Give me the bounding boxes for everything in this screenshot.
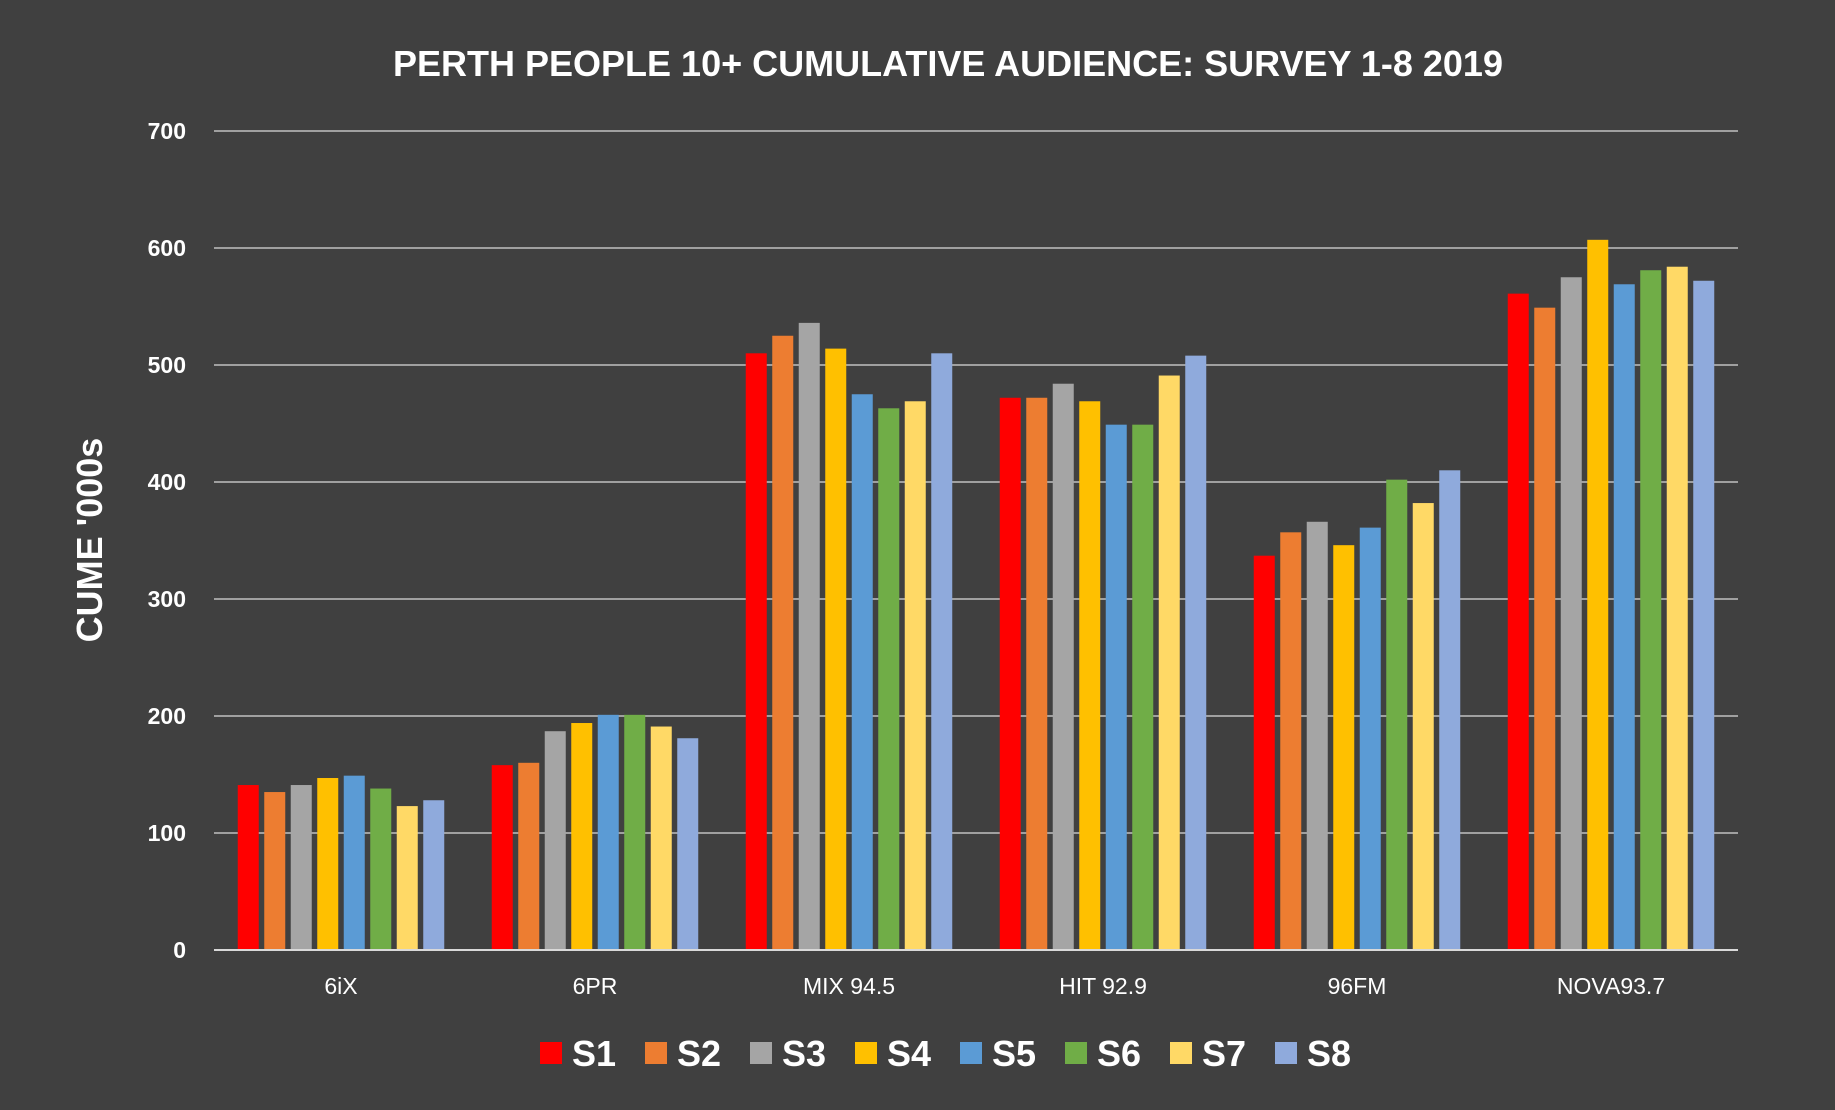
legend-item: S6 — [1065, 1033, 1141, 1074]
legend-item: S1 — [540, 1033, 616, 1074]
bar-s3 — [1306, 521, 1328, 950]
y-tick-label: 200 — [148, 703, 186, 729]
bar-s4 — [1333, 545, 1355, 950]
bar-s4 — [317, 778, 339, 950]
y-axis-ticks: 0 100 200 300 400 500 600 700 — [148, 118, 186, 963]
legend: S1 S2 S3 S4 S5 S6 S7 S8 — [540, 1033, 1351, 1074]
legend-label: S1 — [572, 1033, 616, 1074]
bar-s8 — [1185, 355, 1207, 950]
legend-label: S6 — [1097, 1033, 1141, 1074]
bar-s4 — [825, 348, 847, 950]
legend-swatch — [960, 1042, 982, 1064]
bar-s6 — [1640, 270, 1662, 951]
legend-item: S4 — [855, 1033, 931, 1074]
bar-s1 — [999, 397, 1021, 950]
bar-s1 — [745, 353, 767, 950]
bar-s4 — [1079, 401, 1101, 950]
bar-s4 — [1587, 239, 1609, 950]
legend-swatch — [855, 1042, 877, 1064]
bar-s5 — [851, 394, 873, 950]
y-tick-label: 700 — [148, 118, 186, 144]
bar-s7 — [650, 726, 672, 950]
y-tick-label: 300 — [148, 586, 186, 612]
y-axis-title: CUME '000s — [69, 438, 110, 643]
bar-s7 — [1158, 375, 1180, 950]
bar-s6 — [370, 788, 392, 950]
legend-swatch — [540, 1042, 562, 1064]
legend-label: S8 — [1307, 1033, 1351, 1074]
bar-s6 — [1386, 479, 1408, 950]
x-tick-label: 6PR — [573, 973, 618, 999]
legend-label: S3 — [782, 1033, 826, 1074]
bar-s7 — [396, 806, 418, 950]
bar-s7 — [1412, 503, 1434, 950]
bar-s2 — [518, 762, 540, 950]
legend-item: S2 — [645, 1033, 721, 1074]
bar-s8 — [677, 738, 699, 950]
bar-s1 — [491, 765, 513, 950]
legend-swatch — [1065, 1042, 1087, 1064]
bar-s2 — [1534, 307, 1556, 950]
y-tick-label: 0 — [173, 937, 186, 963]
bar-s2 — [1280, 532, 1302, 950]
x-tick-label: NOVA93.7 — [1557, 973, 1665, 999]
legend-swatch — [645, 1042, 667, 1064]
bar-s1 — [237, 785, 259, 950]
bar-s3 — [290, 785, 312, 950]
x-tick-label: 6iX — [324, 973, 357, 999]
legend-label: S4 — [887, 1033, 931, 1074]
bar-s7 — [1666, 266, 1688, 951]
y-tick-label: 100 — [148, 820, 186, 846]
bar-s3 — [1052, 383, 1074, 951]
y-tick-label: 600 — [148, 235, 186, 261]
chart-title: PERTH PEOPLE 10+ CUMULATIVE AUDIENCE: SU… — [393, 43, 1503, 84]
x-tick-label: 96FM — [1328, 973, 1387, 999]
legend-item: S7 — [1170, 1033, 1246, 1074]
bar-s2 — [772, 335, 794, 950]
y-tick-label: 500 — [148, 352, 186, 378]
bar-s3 — [798, 322, 820, 950]
legend-item: S3 — [750, 1033, 826, 1074]
bar-s8 — [423, 800, 445, 950]
legend-swatch — [750, 1042, 772, 1064]
bar-s7 — [904, 401, 926, 950]
gridlines — [214, 130, 1738, 834]
legend-swatch — [1170, 1042, 1192, 1064]
bar-s5 — [597, 714, 619, 950]
bar-s3 — [1560, 277, 1582, 950]
legend-swatch — [1275, 1042, 1297, 1064]
bar-s6 — [624, 714, 646, 950]
bar-s2 — [1026, 397, 1048, 950]
legend-label: S2 — [677, 1033, 721, 1074]
bar-s8 — [931, 353, 953, 950]
bar-s3 — [544, 731, 566, 950]
bar-s8 — [1439, 470, 1461, 950]
bar-s6 — [1132, 424, 1154, 950]
legend-label: S7 — [1202, 1033, 1246, 1074]
bar-s6 — [878, 408, 900, 950]
bar-s5 — [1613, 284, 1635, 950]
x-tick-label: HIT 92.9 — [1059, 973, 1147, 999]
legend-item: S8 — [1275, 1033, 1351, 1074]
bar-s5 — [1359, 527, 1381, 950]
x-tick-label: MIX 94.5 — [803, 973, 895, 999]
bar-s5 — [343, 775, 365, 950]
x-axis-ticks: 6iX 6PR MIX 94.5 HIT 92.9 96FM NOVA93.7 — [324, 973, 1665, 999]
legend-label: S5 — [992, 1033, 1036, 1074]
bar-s1 — [1253, 555, 1275, 950]
bars — [237, 239, 1715, 951]
bar-s2 — [264, 792, 286, 950]
bar-s4 — [571, 723, 593, 950]
legend-item: S5 — [960, 1033, 1036, 1074]
y-tick-label: 400 — [148, 469, 186, 495]
bar-s8 — [1693, 280, 1715, 950]
bar-s1 — [1507, 293, 1529, 950]
bar-s5 — [1105, 424, 1127, 950]
